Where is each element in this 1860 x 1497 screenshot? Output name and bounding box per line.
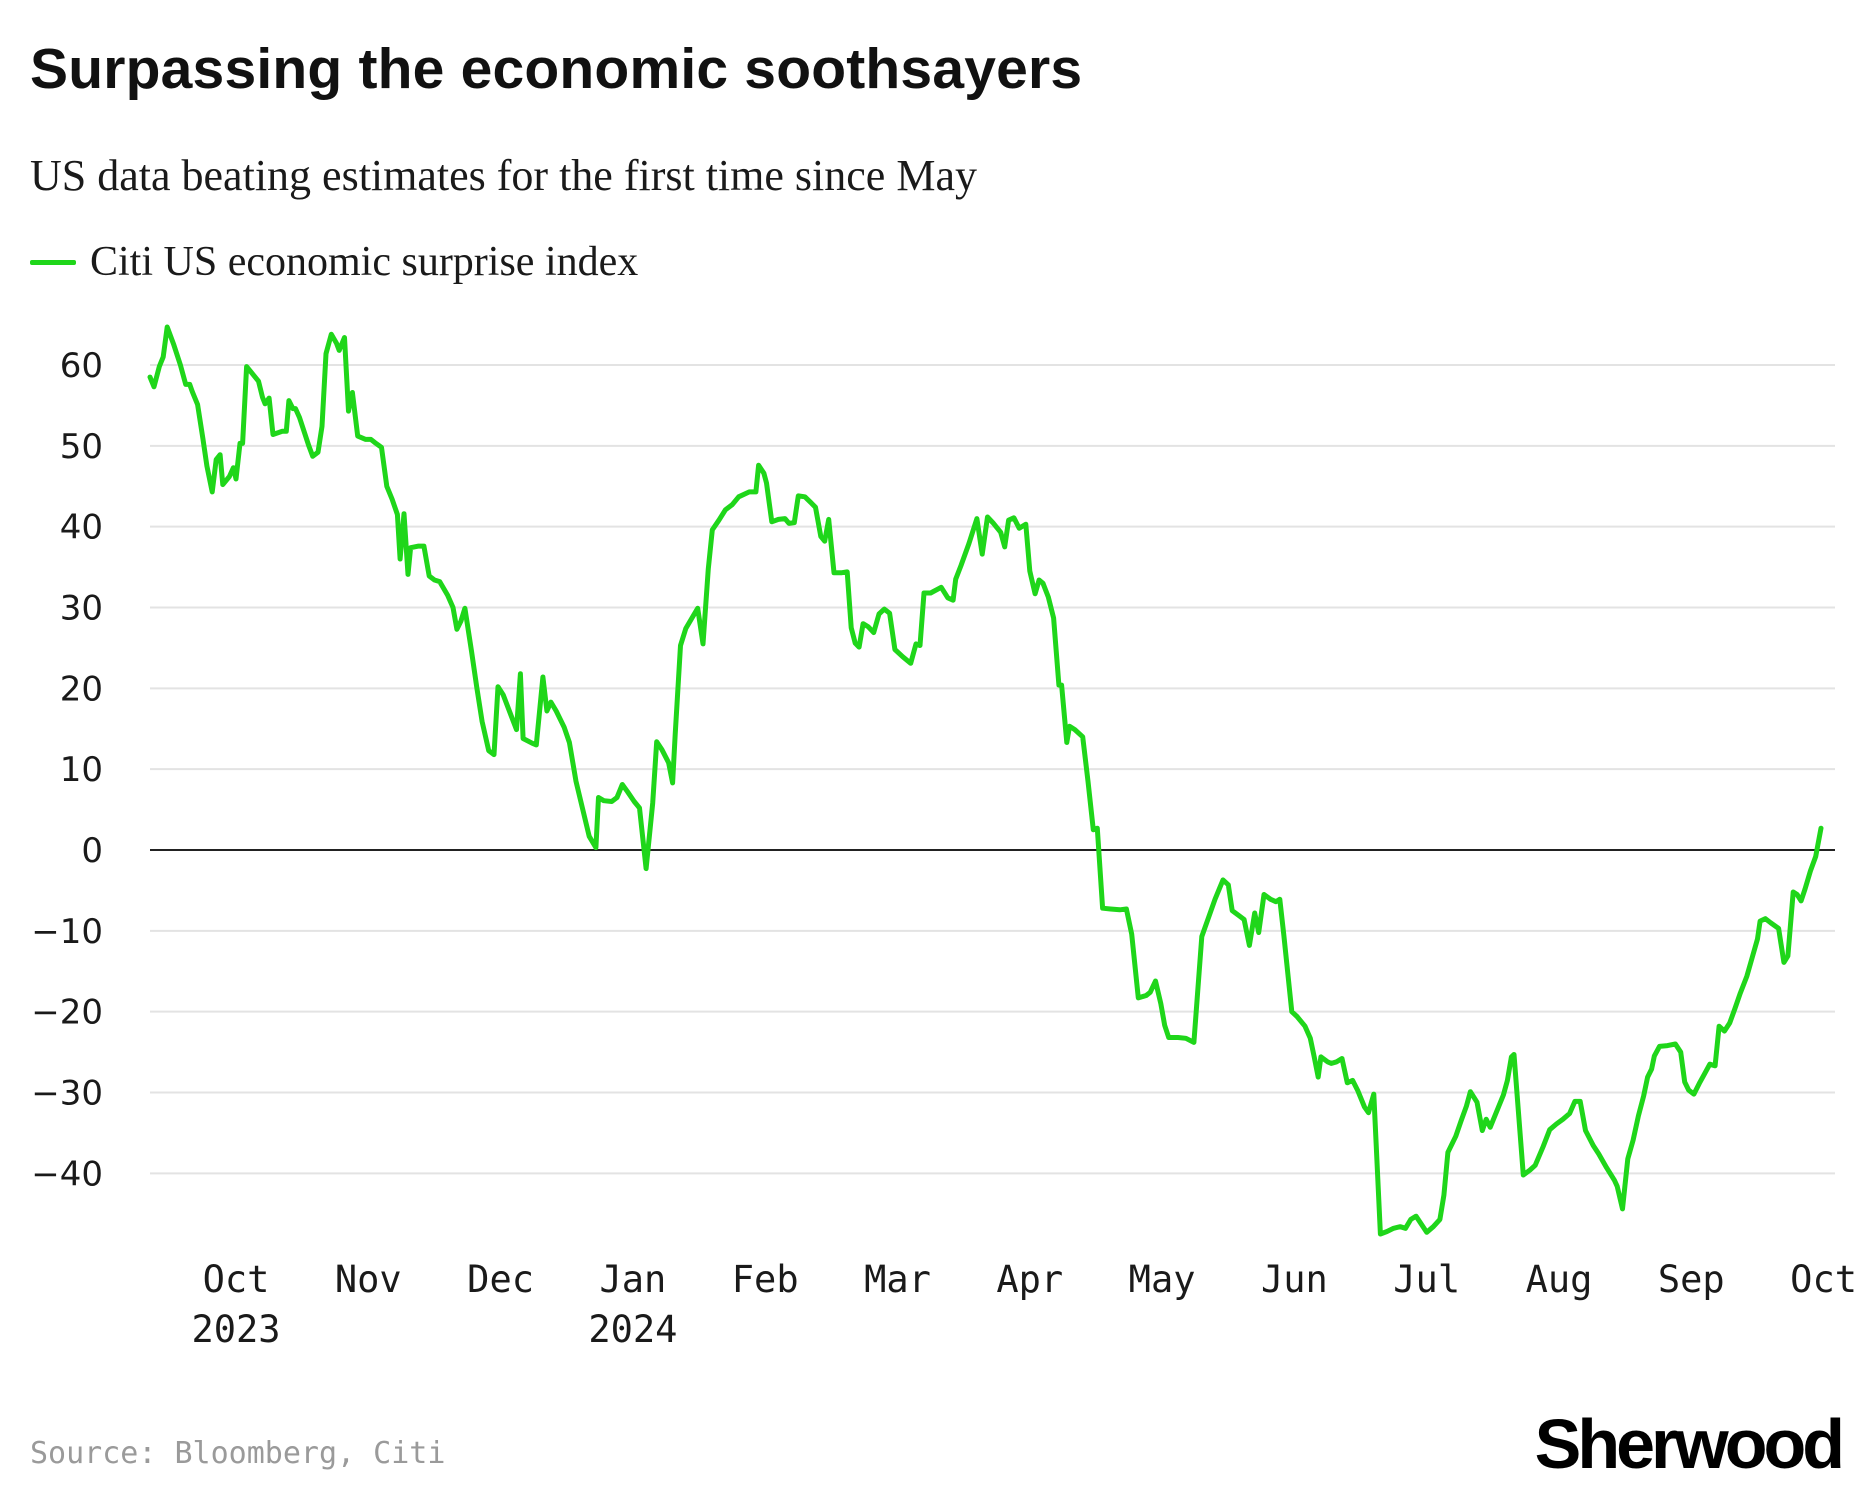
y-tick-label-10: 10 xyxy=(60,750,103,790)
y-tick-label--40: −40 xyxy=(31,1154,103,1194)
x-tick-label-3: Jan xyxy=(599,1258,666,1301)
x-tick-label-2: Dec xyxy=(467,1258,534,1301)
legend-label: Citi US economic surprise index xyxy=(90,239,639,285)
y-tick-label-0: 0 xyxy=(81,831,103,871)
y-tick-label-40: 40 xyxy=(60,508,103,548)
x-tick-label-8: Jun xyxy=(1261,1258,1328,1301)
gridlines xyxy=(150,364,1835,1175)
x-tick-label-7: May xyxy=(1129,1258,1196,1301)
y-tick-label--20: −20 xyxy=(31,993,103,1033)
series-layer xyxy=(147,324,1824,1237)
y-tick-label-60: 60 xyxy=(60,346,103,386)
chart-title: Surpassing the economic soothsayers xyxy=(30,37,1083,101)
legend-swatch xyxy=(30,259,76,265)
line-chart: 60 50 40 30 20 10 0 −10 −20 −30 −40 Oct 2023 Nov Dec J… xyxy=(31,324,1857,1351)
x-tick-label-11: Sep xyxy=(1658,1258,1725,1301)
x-tick-year-0: 2023 xyxy=(191,1308,280,1351)
x-tick-label-10: Aug xyxy=(1526,1258,1593,1301)
y-tick-label--10: −10 xyxy=(31,912,103,952)
x-tick-label-4: Feb xyxy=(732,1258,799,1301)
chart-subtitle: US data beating estimates for the first … xyxy=(30,151,977,200)
x-tick-label-0: Oct xyxy=(203,1258,270,1301)
chart-legend: Citi US economic surprise index xyxy=(30,238,638,286)
x-tick-label-6: Apr xyxy=(996,1258,1063,1301)
x-tick-label-5: Mar xyxy=(864,1258,931,1301)
y-tick-label--30: −30 xyxy=(31,1074,103,1114)
x-tick-label-1: Nov xyxy=(335,1258,402,1301)
y-axis-tick-labels: 60 50 40 30 20 10 0 −10 −20 −30 −40 xyxy=(31,346,103,1194)
y-tick-label-20: 20 xyxy=(60,669,103,709)
sherwood-logo: Sherwood xyxy=(1534,1405,1845,1483)
series-line-0 xyxy=(147,324,1824,1237)
y-tick-label-30: 30 xyxy=(60,589,103,629)
source-note: Source: Bloomberg, Citi xyxy=(30,1436,446,1471)
x-tick-label-9: Jul xyxy=(1393,1258,1460,1301)
y-tick-label-50: 50 xyxy=(60,427,103,467)
x-axis-tick-labels: Oct 2023 Nov Dec Jan 2024 Feb Mar Apr May Jun Jul Au… xyxy=(191,1258,1857,1351)
x-tick-label-12: Oct xyxy=(1790,1258,1857,1301)
x-tick-year-3: 2024 xyxy=(588,1308,677,1351)
